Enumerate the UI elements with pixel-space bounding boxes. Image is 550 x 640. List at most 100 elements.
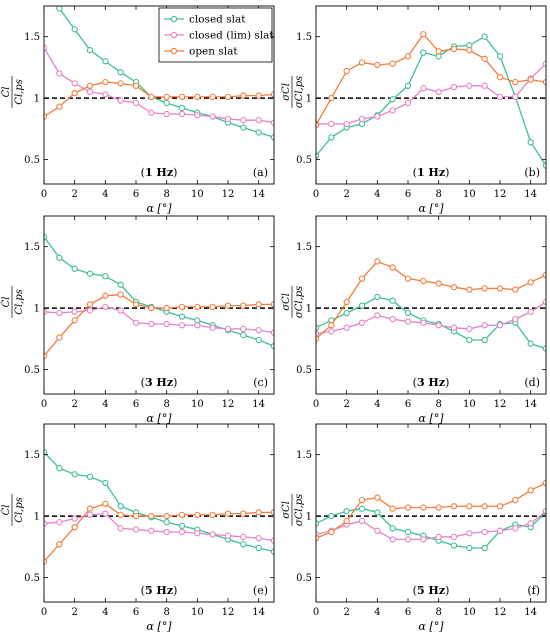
data-point-closed — [420, 49, 427, 56]
frequency-label: (5 Hz) — [141, 584, 178, 597]
data-point-closed — [255, 544, 262, 552]
x-tick-label: 4 — [374, 399, 380, 410]
data-point-closed — [255, 129, 262, 136]
panel-b: 0 2 4 6 8 10 12 14 0.5 1 1.5 α [°] σCl σCl,ps (1 Hz) (b… — [281, 5, 547, 215]
data-point-closed — [316, 324, 320, 331]
y-tick-label: 1.5 — [296, 242, 312, 253]
frequency-value: 3 Hz — [145, 376, 173, 389]
data-point-open — [163, 93, 170, 100]
y-axis-label-denominator: σCl,ps — [294, 494, 305, 526]
data-point-open — [481, 55, 488, 62]
x-tick-label: 4 — [102, 607, 108, 618]
x-tick-label: 12 — [494, 607, 507, 618]
series-line-closed — [44, 451, 274, 553]
data-point-open — [512, 286, 519, 293]
data-point-closed_lim — [358, 115, 366, 123]
axes-frame — [43, 5, 275, 185]
data-point-closed_lim — [358, 517, 366, 525]
x-axis-label: α [°] — [146, 202, 172, 215]
x-tick-label: 8 — [435, 399, 441, 410]
data-point-open — [316, 335, 320, 342]
y-tick-label: 1.5 — [24, 242, 40, 253]
x-tick-label: 0 — [41, 607, 47, 618]
series-line-closed_lim — [44, 512, 274, 542]
x-tick-label: 6 — [405, 607, 411, 618]
data-point-closed_lim — [148, 527, 155, 534]
data-point-open — [374, 494, 381, 501]
data-point-open — [328, 322, 335, 329]
data-point-closed_lim — [209, 113, 216, 120]
data-point-open — [358, 59, 366, 66]
data-point-open — [420, 504, 427, 511]
y-axis-label-numerator: σCl — [281, 293, 292, 311]
data-point-closed — [71, 26, 78, 33]
data-point-open — [56, 103, 63, 110]
data-point-closed_lim — [240, 533, 247, 541]
data-point-closed_lim — [481, 528, 488, 536]
data-point-open — [542, 271, 546, 279]
data-point-closed_lim — [224, 115, 232, 123]
panel-tag: (d) — [524, 376, 540, 389]
data-point-open — [71, 317, 78, 324]
data-point-closed_lim — [542, 298, 546, 306]
data-point-closed — [343, 309, 350, 317]
data-point-open — [389, 505, 396, 512]
data-point-closed_lim — [71, 308, 78, 315]
y-axis-label-denominator: σCl,ps — [294, 76, 305, 108]
data-point-open — [496, 74, 504, 81]
data-point-open — [316, 535, 320, 542]
data-layer — [44, 449, 274, 565]
data-point-open — [450, 45, 458, 53]
data-point-closed_lim — [194, 530, 201, 537]
data-point-closed — [374, 293, 381, 301]
legend-swatch-marker — [170, 31, 178, 39]
data-point-open — [404, 504, 412, 511]
data-point-closed_lim — [255, 117, 262, 124]
x-tick-label: 6 — [133, 399, 139, 410]
data-point-closed_lim — [466, 530, 473, 537]
data-point-open — [374, 61, 381, 69]
legend: closed slat closed (lim) slat open slat — [158, 7, 274, 63]
data-point-open — [527, 487, 534, 494]
x-tick-label: 8 — [435, 189, 441, 200]
data-point-open — [512, 496, 519, 504]
y-axis-label-numerator: C̄l — [0, 297, 12, 308]
x-tick-label: 12 — [494, 189, 507, 200]
x-tick-label: 8 — [163, 189, 169, 200]
x-tick-label: 10 — [463, 607, 476, 618]
y-axis-label-numerator: C̄l — [0, 505, 12, 516]
data-point-closed — [178, 522, 186, 530]
data-point-closed — [86, 270, 94, 277]
data-point-closed — [255, 336, 262, 344]
data-point-closed_lim — [71, 80, 78, 87]
x-tick-label: 14 — [524, 607, 537, 618]
data-point-closed — [102, 479, 109, 487]
data-point-closed_lim — [358, 319, 366, 326]
data-point-open — [132, 512, 140, 520]
y-axis-label: C̄l Cl,ps — [0, 75, 25, 108]
data-point-open — [389, 60, 396, 67]
x-tick-label: 10 — [191, 399, 204, 410]
frequency-value: 1 Hz — [145, 166, 173, 179]
frequency-label: (1 Hz) — [413, 166, 450, 179]
data-point-closed_lim — [496, 93, 504, 100]
data-point-closed — [117, 69, 124, 76]
data-point-closed — [86, 473, 94, 480]
y-axis-label: C̄l Cl,ps — [0, 285, 25, 318]
y-tick-label: 1.5 — [296, 32, 312, 43]
data-point-closed — [481, 336, 488, 344]
data-point-open — [450, 284, 458, 291]
data-point-open — [132, 82, 140, 89]
panel-c: 0 2 4 6 8 10 12 14 0.5 1 1.5 α [°] C̄l Cl,ps (3 Hz) (c) — [0, 215, 275, 425]
y-tick-label: 1 — [306, 512, 312, 523]
data-point-closed_lim — [435, 322, 442, 329]
x-tick-label: 4 — [374, 189, 380, 200]
axes-frame — [315, 215, 547, 395]
data-point-open — [343, 67, 350, 75]
data-point-closed — [117, 281, 124, 288]
data-point-open — [71, 523, 78, 531]
data-point-closed_lim — [343, 324, 350, 331]
y-tick-label: 1.5 — [24, 450, 40, 461]
data-point-open — [542, 78, 546, 86]
data-point-closed_lim — [316, 330, 320, 337]
